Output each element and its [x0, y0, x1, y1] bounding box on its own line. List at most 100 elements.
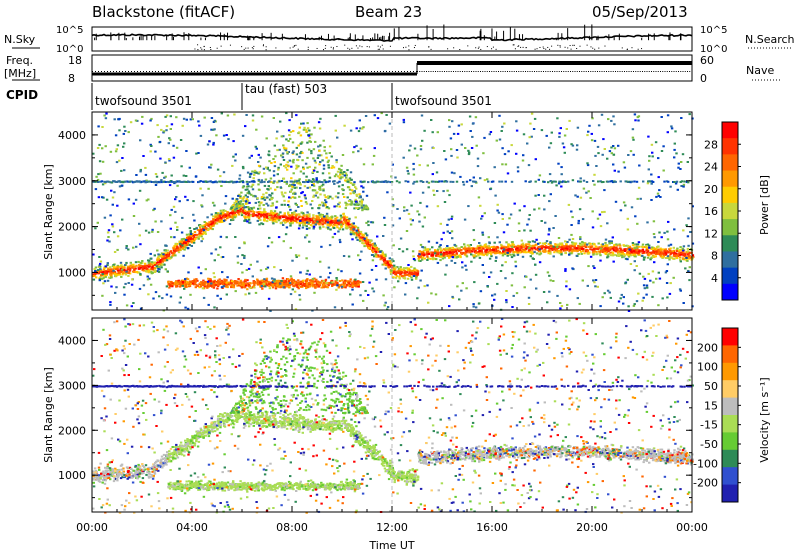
heatmap-cell: [467, 205, 470, 208]
heatmap-cell: [415, 276, 418, 279]
heatmap-cell: [540, 220, 543, 222]
heatmap-cell: [273, 282, 276, 285]
heatmap-cell: [291, 288, 294, 291]
heatmap-cell: [675, 252, 678, 255]
heatmap-cell: [297, 179, 301, 182]
heatmap-cell: [103, 216, 107, 219]
heatmap-cell: [295, 186, 298, 189]
heatmap-cell: [207, 303, 210, 306]
heatmap-cell: [406, 170, 409, 172]
nave-tick-top: 60: [700, 54, 714, 67]
heatmap-cell: [367, 220, 370, 223]
heatmap-cell: [123, 293, 126, 296]
heatmap-cell: [354, 285, 357, 287]
heatmap-cell: [549, 279, 552, 282]
heatmap-cell: [240, 263, 243, 265]
heatmap-cell: [460, 123, 463, 126]
heatmap-cell: [347, 255, 351, 258]
heatmap-cell: [250, 185, 253, 188]
heatmap-cell: [499, 270, 503, 272]
heatmap-cell: [247, 206, 250, 208]
heatmap-cell: [306, 156, 309, 159]
heatmap-cell: [158, 262, 162, 265]
heatmap-cell: [338, 219, 341, 222]
heatmap-cell: [325, 214, 328, 217]
heatmap-cell: [335, 161, 338, 164]
heatmap-cell: [216, 294, 219, 297]
heatmap-cell: [174, 242, 177, 245]
heatmap-cell: [366, 241, 370, 244]
heatmap-cell: [584, 246, 588, 249]
heatmap-cell: [682, 245, 686, 248]
heatmap-cell: [593, 173, 596, 176]
heatmap-cell: [265, 279, 268, 282]
heatmap-cell: [102, 277, 105, 280]
heatmap-cell: [647, 135, 650, 138]
heatmap-cell: [237, 278, 240, 280]
heatmap-cell: [451, 295, 454, 298]
heatmap-cell: [125, 261, 128, 264]
heatmap-cell: [322, 225, 325, 228]
heatmap-cell: [415, 271, 418, 274]
heatmap-cell: [150, 267, 153, 270]
heatmap-cell: [667, 220, 670, 223]
heatmap-cell: [311, 184, 314, 187]
heatmap-cell: [127, 248, 130, 251]
heatmap-cell: [465, 287, 468, 290]
heatmap-cell: [285, 163, 288, 166]
heatmap-cell: [661, 256, 664, 259]
heatmap-cell: [196, 284, 199, 287]
heatmap-cell: [649, 279, 652, 282]
heatmap-cell: [361, 209, 364, 212]
heatmap-cell: [503, 245, 506, 248]
heatmap-cell: [128, 272, 132, 275]
heatmap-cell: [650, 248, 654, 250]
heatmap-cell: [161, 257, 164, 260]
heatmap-cell: [257, 201, 261, 204]
heatmap-cell: [263, 209, 266, 212]
heatmap-cell: [434, 250, 437, 253]
heatmap-cell: [433, 252, 437, 255]
heatmap-cell: [516, 251, 520, 254]
heatmap-cell: [132, 202, 135, 205]
heatmap-cell: [301, 284, 305, 287]
heatmap-cell: [295, 204, 298, 206]
heatmap-cell: [302, 128, 306, 131]
heatmap-cell: [142, 265, 145, 268]
heatmap-cell: [372, 154, 376, 157]
heatmap-cell: [641, 299, 644, 302]
heatmap-cell: [405, 267, 408, 270]
heatmap-cell: [542, 291, 546, 293]
heatmap-cell: [265, 212, 268, 215]
heatmap-cell: [201, 233, 204, 236]
heatmap-cell: [545, 134, 548, 137]
heatmap-cell: [317, 212, 321, 214]
heatmap-cell: [349, 278, 352, 281]
noise-search-label: N.Search: [745, 33, 795, 46]
heatmap-cell: [337, 192, 340, 195]
heatmap-cell: [277, 236, 281, 239]
heatmap-cell: [243, 215, 246, 218]
heatmap-cell: [138, 271, 141, 274]
heatmap-cell: [626, 278, 629, 281]
heatmap-cell: [233, 216, 236, 219]
heatmap-cell: [111, 203, 114, 206]
heatmap-cell: [322, 139, 325, 142]
heatmap-cell: [308, 148, 311, 151]
heatmap-cell: [379, 258, 382, 261]
heatmap-cell: [268, 214, 271, 217]
heatmap-cell: [434, 293, 438, 296]
heatmap-cell: [570, 210, 573, 213]
heatmap-cell: [403, 269, 406, 272]
heatmap-cell: [622, 249, 625, 252]
heatmap-cell: [129, 261, 132, 264]
heatmap-cell: [273, 217, 276, 220]
heatmap-cell: [156, 231, 160, 233]
heatmap-cell: [434, 249, 437, 251]
heatmap-cell: [427, 240, 431, 243]
heatmap-cell: [241, 281, 245, 284]
heatmap-cell: [263, 208, 266, 211]
heatmap-cell: [506, 223, 509, 226]
heatmap-cell: [386, 261, 389, 264]
